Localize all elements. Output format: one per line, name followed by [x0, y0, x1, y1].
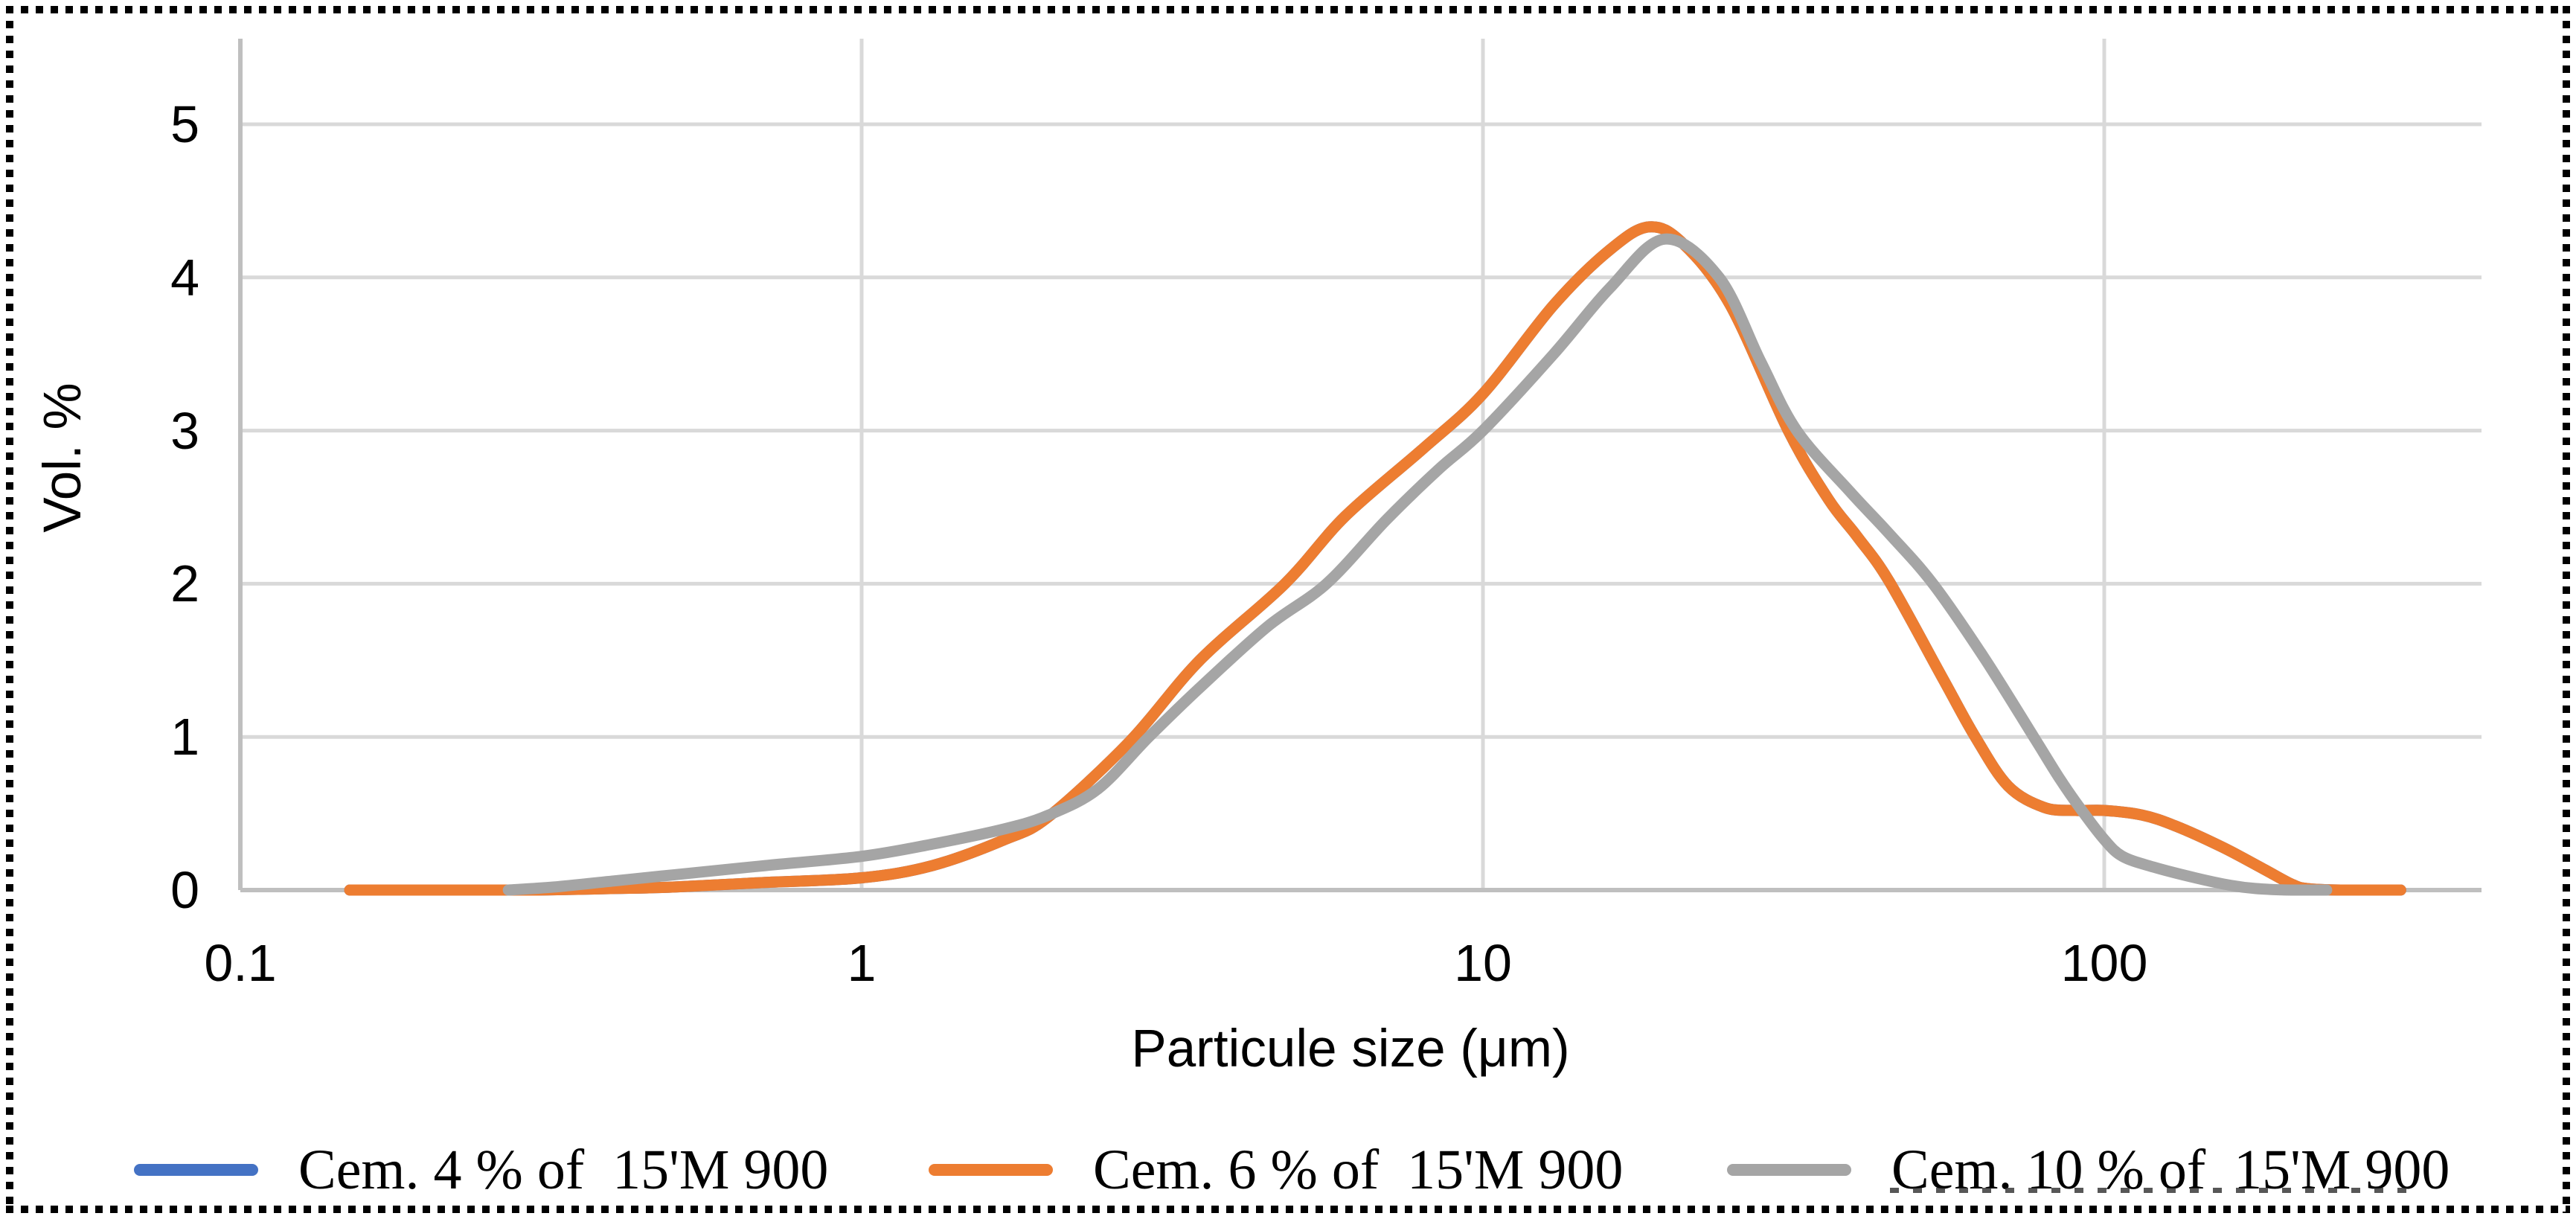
artifact-dashes — [1890, 1188, 2411, 1193]
x-tick-label-100: 100 — [2060, 934, 2148, 992]
legend-swatch-icon — [1727, 1164, 1851, 1176]
y-tick-label-5: 5 — [170, 95, 199, 153]
series-line-1 — [344, 221, 2406, 896]
y-tick-label-4: 4 — [170, 248, 199, 307]
legend-swatch-icon — [929, 1164, 1053, 1176]
y-tick-label-2: 2 — [170, 554, 199, 613]
y-tick-label-3: 3 — [170, 401, 199, 460]
legend-item-0: Cem. 4 % of 15'M 900 — [134, 1134, 828, 1206]
series-line-2 — [502, 233, 2333, 896]
legend-item-1: Cem. 6 % of 15'M 900 — [929, 1134, 1623, 1206]
legend-swatch-icon — [134, 1164, 258, 1176]
y-tick-label-1: 1 — [170, 708, 199, 767]
figure-border-bottom — [6, 1206, 2570, 1213]
legend-label: Cem. 6 % of 15'M 900 — [1093, 1139, 1624, 1201]
figure-border-top — [6, 6, 2570, 13]
y-tick-label-0: 0 — [170, 861, 199, 919]
x-tick-label-0.1: 0.1 — [204, 934, 277, 992]
x-tick-label-10: 10 — [1454, 934, 1512, 992]
figure-border-left — [6, 6, 13, 1213]
legend-label: Cem. 10 % of 15'M 900 — [1891, 1139, 2450, 1201]
series-line-0 — [344, 221, 2406, 896]
x-tick-label-1: 1 — [847, 934, 877, 992]
figure-border-right — [2563, 6, 2570, 1213]
x-axis-title: Particule size (μm) — [1131, 1020, 1570, 1078]
legend-label: Cem. 4 % of 15'M 900 — [298, 1139, 829, 1201]
legend-item-2: Cem. 10 % of 15'M 900 — [1727, 1134, 2450, 1206]
